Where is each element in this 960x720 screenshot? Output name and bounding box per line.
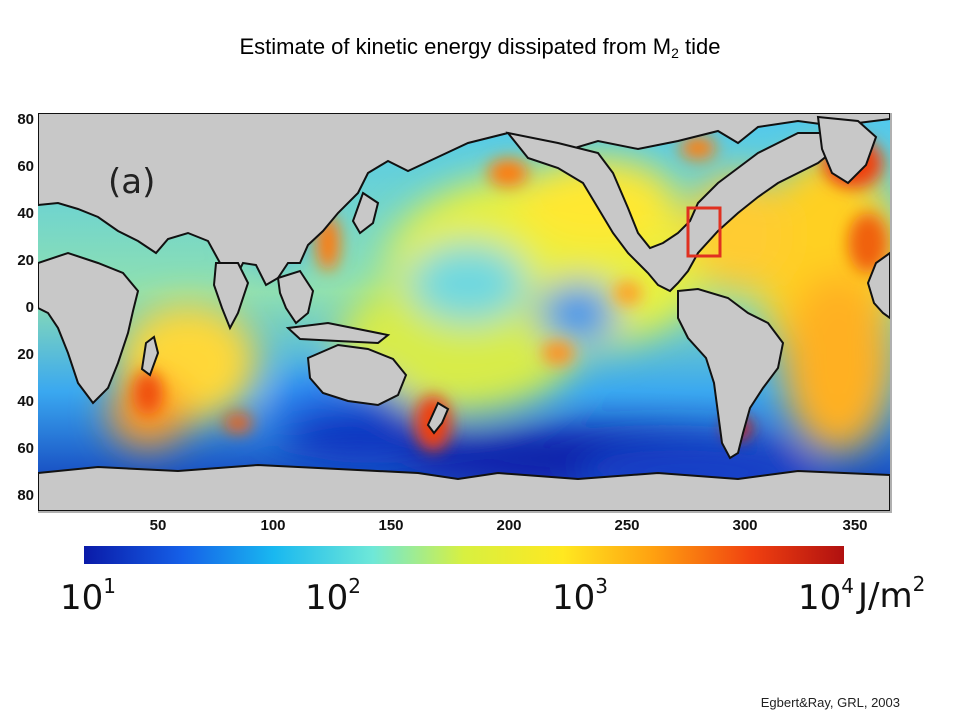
landmass-antarctica (38, 463, 890, 511)
landmass-indochina (276, 269, 315, 325)
lat-tick-80s: 80 (17, 487, 34, 504)
lat-tick-60n: 60 (17, 158, 34, 175)
tidal-dissipation-map: (a) (38, 113, 892, 513)
landmass-eurasia (38, 113, 890, 287)
landmass-south-america (677, 287, 785, 460)
landmass-north-america (505, 131, 840, 293)
highlight-region-box (686, 206, 722, 258)
map-svg: (a) (38, 113, 890, 511)
lat-tick-80n: 80 (17, 111, 34, 128)
lon-tick-250: 250 (614, 517, 640, 534)
colorbar (84, 546, 844, 564)
landmass-africa (38, 251, 140, 405)
lat-tick-20n: 20 (17, 252, 34, 269)
title-subscript: 2 (671, 45, 679, 61)
landmass-greenland (816, 115, 878, 185)
colorbar-tick-3-exp: 3 (595, 574, 608, 598)
colorbar-tick-3: 103 (552, 574, 608, 618)
lat-tick-20s: 20 (17, 346, 34, 363)
landmass-indonesia (285, 321, 391, 345)
colorbar-tick-2-exp: 2 (348, 574, 361, 598)
lon-tick-200: 200 (496, 517, 522, 534)
landmass-new-zealand (426, 401, 450, 435)
landmass-madagascar (140, 335, 160, 377)
lat-tick-60s: 60 (17, 440, 34, 457)
lon-tick-300: 300 (732, 517, 758, 534)
colorbar-unit: J/m2 (858, 572, 925, 616)
landmass-africa-east-edge (866, 251, 890, 320)
colorbar-tick-1-base: 10 (60, 578, 104, 618)
colorbar-tick-2: 102 (305, 574, 361, 618)
colorbar-unit-base: J/m (858, 576, 913, 616)
landmass-japan (351, 191, 380, 235)
lon-tick-150: 150 (378, 517, 404, 534)
lon-tick-50: 50 (149, 517, 167, 534)
colorbar-tick-1-exp: 1 (103, 574, 116, 598)
source-credit: Egbert&Ray, GRL, 2003 (760, 695, 900, 710)
colorbar-tick-1: 101 (60, 574, 116, 618)
colorbar-tick-4-base: 10 (798, 578, 842, 618)
title-main: Estimate of kinetic energy dissipated fr… (239, 34, 672, 59)
title-suffix: tide (678, 34, 721, 59)
panel-label: (a) (108, 162, 155, 202)
lon-tick-350: 350 (842, 517, 868, 534)
chart-title: Estimate of kinetic energy dissipated fr… (0, 34, 960, 61)
lat-tick-0: 0 (25, 299, 34, 316)
colorbar-tick-4: 104 (798, 574, 854, 618)
landmass-india (212, 262, 250, 331)
colorbar-tick-4-exp: 4 (841, 574, 854, 598)
lat-tick-40s: 40 (17, 393, 34, 410)
colorbar-unit-exp: 2 (912, 572, 926, 596)
colorbar-tick-2-base: 10 (305, 578, 349, 618)
lat-tick-40n: 40 (17, 205, 34, 222)
landmass-australia (306, 343, 408, 407)
colorbar-tick-3-base: 10 (552, 578, 596, 618)
lon-tick-100: 100 (260, 517, 286, 534)
